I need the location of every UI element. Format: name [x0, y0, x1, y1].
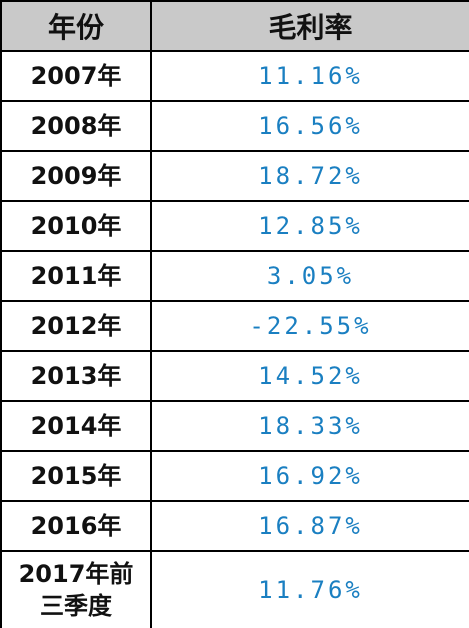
table-row: 2009年 18.72% [0, 150, 469, 202]
table-body: 2007年 11.16% 2008年 16.56% 2009年 18.72% 2010年 12… [0, 50, 469, 628]
year-cell: 2016年 [0, 500, 152, 552]
margin-cell: 18.72% [150, 150, 469, 202]
year-cell: 2009年 [0, 150, 152, 202]
year-cell: 2014年 [0, 400, 152, 452]
margin-cell: 18.33% [150, 400, 469, 452]
table-row: 2012年 -22.55% [0, 300, 469, 352]
table-row: 2010年 12.85% [0, 200, 469, 252]
year-cell: 2012年 [0, 300, 152, 352]
year-label: 2015年 [30, 461, 122, 490]
margin-cell: 14.52% [150, 350, 469, 402]
table-row: 2008年 16.56% [0, 100, 469, 152]
header-cell: 年份 [0, 0, 152, 52]
year-label: 2017年前三季度 [18, 559, 134, 620]
year-cell: 2015年 [0, 450, 152, 502]
margin-cell: 11.16% [150, 50, 469, 102]
table-row: 2015年 16.92% [0, 450, 469, 502]
table-row: 2014年 18.33% [0, 400, 469, 452]
year-label: 2009年 [30, 161, 122, 190]
year-label: 2011年 [30, 261, 122, 290]
year-label: 2016年 [30, 511, 122, 540]
margin-cell: 12.85% [150, 200, 469, 252]
year-label: 2010年 [30, 211, 122, 240]
table-row: 2011年 3.05% [0, 250, 469, 302]
header-row: 年份 毛利率 [0, 0, 469, 52]
margin-cell: 16.87% [150, 500, 469, 552]
year-cell: 2013年 [0, 350, 152, 402]
table-row: 2017年前三季度 11.76% [0, 550, 469, 628]
margin-cell: -22.55% [150, 300, 469, 352]
year-label: 2014年 [30, 411, 122, 440]
year-cell: 2011年 [0, 250, 152, 302]
year-cell: 2010年 [0, 200, 152, 252]
year-label: 2013年 [30, 361, 122, 390]
margin-cell: 11.76% [150, 550, 469, 628]
year-label: 2007年 [30, 61, 122, 90]
margin-cell: 3.05% [150, 250, 469, 302]
header-cell: 毛利率 [150, 0, 469, 52]
margin-cell: 16.92% [150, 450, 469, 502]
year-cell: 2008年 [0, 100, 152, 152]
margin-cell: 16.56% [150, 100, 469, 152]
table-row: 2007年 11.16% [0, 50, 469, 102]
year-cell: 2017年前三季度 [0, 550, 152, 628]
year-label: 2012年 [30, 311, 122, 340]
year-label: 2008年 [30, 111, 122, 140]
table-row: 2016年 16.87% [0, 500, 469, 552]
table-row: 2013年 14.52% [0, 350, 469, 402]
year-cell: 2007年 [0, 50, 152, 102]
